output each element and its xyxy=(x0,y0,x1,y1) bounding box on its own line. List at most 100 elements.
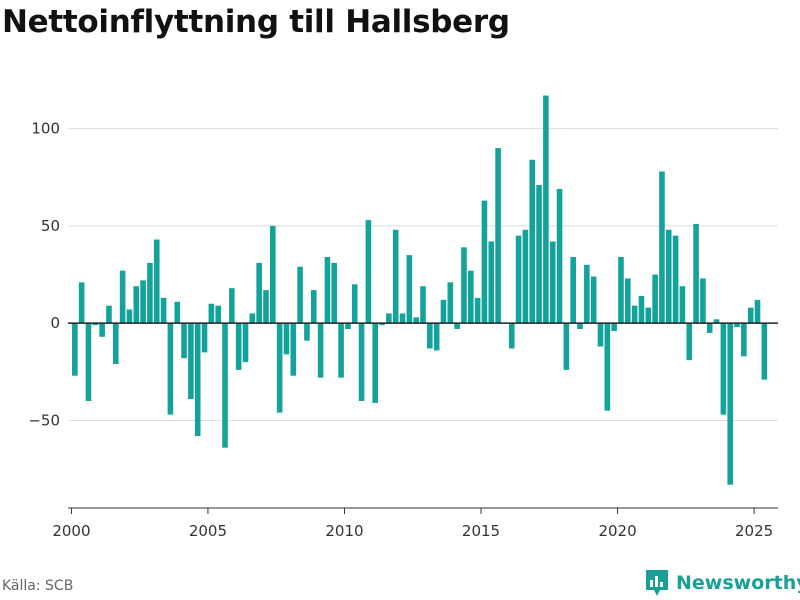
bar xyxy=(597,323,604,347)
bar xyxy=(495,148,501,324)
bar xyxy=(563,323,570,370)
bar xyxy=(672,235,679,324)
y-tick-label: −50 xyxy=(28,411,60,429)
newsworthy-logo-icon xyxy=(646,570,668,596)
bar xyxy=(413,317,419,324)
brand-logo[interactable]: Newsworthy xyxy=(644,568,800,598)
bar xyxy=(194,323,201,437)
bar xyxy=(536,185,542,324)
bar xyxy=(160,297,167,324)
bar xyxy=(713,319,720,324)
x-tick-label: 2015 xyxy=(462,522,500,540)
bar xyxy=(263,290,269,324)
brand-name: Newsworthy xyxy=(676,572,800,594)
bar xyxy=(119,270,126,324)
bar xyxy=(85,323,92,401)
bar xyxy=(106,305,112,324)
bar xyxy=(461,247,467,324)
bar xyxy=(679,286,686,324)
bar xyxy=(201,323,208,353)
bar xyxy=(508,323,515,349)
bar xyxy=(324,257,331,324)
bar xyxy=(577,323,583,330)
bar xyxy=(454,323,460,330)
bar xyxy=(645,307,652,324)
bar xyxy=(611,323,617,331)
bar xyxy=(543,95,549,324)
bar xyxy=(556,188,563,324)
chart-title: Nettoinflyttning till Hallsberg xyxy=(2,4,510,40)
bar xyxy=(515,235,522,324)
x-ticks: 2000 2005 2010 2015 2020 2025 xyxy=(52,508,773,540)
bar xyxy=(761,323,768,380)
bar xyxy=(133,286,140,324)
bar xyxy=(92,323,99,326)
bar xyxy=(467,270,474,324)
x-tick-label: 2025 xyxy=(735,522,773,540)
bar xyxy=(126,309,133,324)
bar xyxy=(399,313,406,324)
bar xyxy=(365,220,372,324)
bar xyxy=(276,323,283,413)
bar xyxy=(747,307,754,324)
bar xyxy=(215,305,221,324)
x-tick-label: 2020 xyxy=(598,522,636,540)
x-tick-label: 2005 xyxy=(189,522,227,540)
bar xyxy=(522,229,529,324)
y-tick-labels: −50 0 50 100 xyxy=(28,120,60,430)
x-tick-label: 2010 xyxy=(325,522,363,540)
bar xyxy=(433,323,440,351)
bar xyxy=(112,323,119,365)
source-label: Källa: SCB xyxy=(2,578,74,594)
bar xyxy=(549,241,556,324)
bar xyxy=(256,262,262,324)
bar xyxy=(235,323,242,370)
bar xyxy=(706,323,713,333)
bar xyxy=(631,305,638,324)
y-tick-label: 0 xyxy=(50,314,60,332)
bar xyxy=(659,171,665,324)
bar xyxy=(297,266,303,324)
bar xyxy=(304,323,310,341)
bar xyxy=(638,295,645,324)
bar xyxy=(351,284,358,324)
bar xyxy=(481,200,488,324)
y-tick-label: 100 xyxy=(31,120,60,138)
bar xyxy=(386,313,392,324)
bar xyxy=(372,323,379,403)
bar xyxy=(474,297,481,324)
bar xyxy=(570,257,576,324)
bar xyxy=(379,323,385,326)
bar xyxy=(72,323,78,376)
bar xyxy=(700,278,706,324)
bar xyxy=(584,264,590,324)
bar xyxy=(754,299,761,324)
bar xyxy=(242,323,249,363)
bar xyxy=(345,323,351,330)
bar xyxy=(720,323,727,415)
bar xyxy=(270,225,276,324)
bar xyxy=(338,323,344,378)
bar xyxy=(652,274,658,324)
bar xyxy=(310,290,317,324)
x-tick-label: 2000 xyxy=(52,522,90,540)
bar xyxy=(147,262,153,324)
bar xyxy=(420,286,426,324)
bar xyxy=(665,229,672,324)
bar xyxy=(727,323,734,485)
bar xyxy=(358,323,365,401)
bar xyxy=(208,303,215,324)
bar xyxy=(427,323,433,349)
bar xyxy=(229,288,235,324)
bar xyxy=(392,229,399,324)
bar xyxy=(625,278,631,324)
bar xyxy=(188,323,194,400)
bar xyxy=(604,323,611,411)
bar xyxy=(167,323,174,415)
bar xyxy=(174,301,181,324)
bar xyxy=(181,323,187,359)
bar xyxy=(249,313,256,324)
bar xyxy=(447,282,454,324)
bar xyxy=(693,223,699,324)
